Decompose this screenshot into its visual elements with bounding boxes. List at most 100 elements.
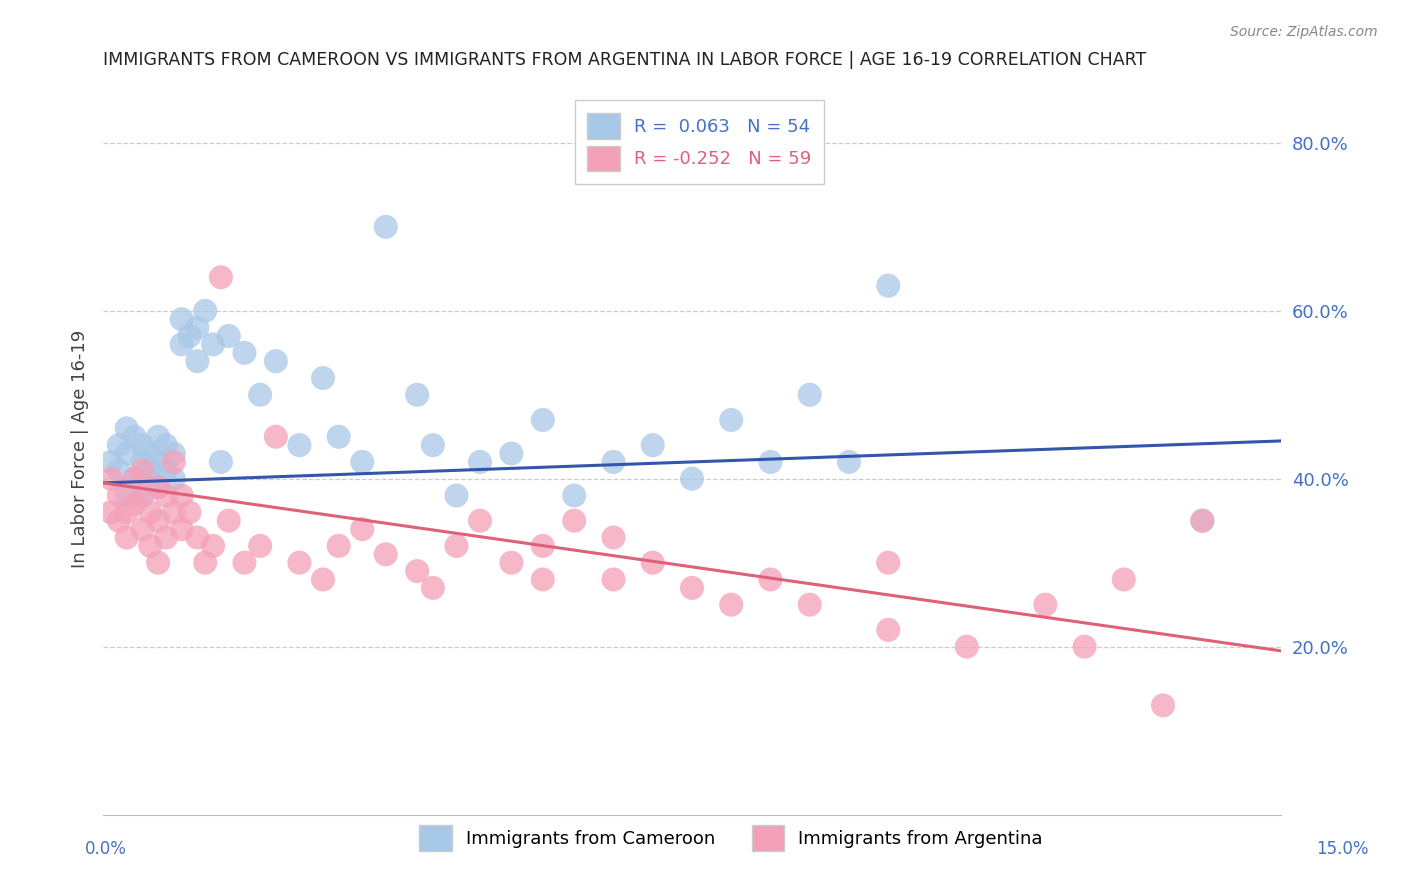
Point: [264, 430, 287, 444]
Point: [218, 329, 240, 343]
Point: [352, 522, 374, 536]
Point: [108, 514, 131, 528]
Point: [531, 573, 554, 587]
Point: [877, 278, 900, 293]
Point: [202, 539, 225, 553]
Point: [146, 430, 169, 444]
Text: IMMIGRANTS FROM CAMEROON VS IMMIGRANTS FROM ARGENTINA IN LABOR FORCE | AGE 16-19: IMMIGRANTS FROM CAMEROON VS IMMIGRANTS F…: [103, 51, 1146, 69]
Y-axis label: In Labor Force | Age 16-19: In Labor Force | Age 16-19: [72, 330, 89, 568]
Point: [877, 623, 900, 637]
Point: [288, 556, 311, 570]
Point: [155, 438, 177, 452]
Point: [124, 430, 146, 444]
Point: [131, 522, 153, 536]
Point: [139, 539, 162, 553]
Point: [146, 455, 169, 469]
Point: [1152, 698, 1174, 713]
Point: [406, 388, 429, 402]
Point: [194, 303, 217, 318]
Point: [163, 455, 186, 469]
Point: [108, 489, 131, 503]
Point: [115, 421, 138, 435]
Point: [1112, 573, 1135, 587]
Point: [681, 581, 703, 595]
Point: [264, 354, 287, 368]
Point: [170, 312, 193, 326]
Point: [422, 438, 444, 452]
Point: [233, 346, 256, 360]
Point: [179, 329, 201, 343]
Point: [139, 472, 162, 486]
Point: [799, 388, 821, 402]
Text: 15.0%: 15.0%: [1316, 840, 1369, 858]
Point: [100, 455, 122, 469]
Point: [531, 539, 554, 553]
Point: [681, 472, 703, 486]
Point: [956, 640, 979, 654]
Point: [155, 489, 177, 503]
Point: [194, 556, 217, 570]
Point: [131, 489, 153, 503]
Point: [131, 489, 153, 503]
Point: [131, 463, 153, 477]
Point: [131, 455, 153, 469]
Point: [501, 446, 523, 460]
Point: [641, 556, 664, 570]
Point: [799, 598, 821, 612]
Point: [146, 514, 169, 528]
Point: [108, 438, 131, 452]
Point: [877, 556, 900, 570]
Legend: R =  0.063   N = 54, R = -0.252   N = 59: R = 0.063 N = 54, R = -0.252 N = 59: [575, 101, 824, 184]
Point: [146, 480, 169, 494]
Point: [170, 522, 193, 536]
Point: [531, 413, 554, 427]
Point: [233, 556, 256, 570]
Point: [115, 446, 138, 460]
Point: [209, 455, 232, 469]
Point: [170, 337, 193, 351]
Point: [249, 388, 271, 402]
Point: [328, 430, 350, 444]
Point: [155, 463, 177, 477]
Point: [759, 455, 782, 469]
Legend: Immigrants from Cameroon, Immigrants from Argentina: Immigrants from Cameroon, Immigrants fro…: [405, 811, 1057, 865]
Point: [1073, 640, 1095, 654]
Point: [179, 505, 201, 519]
Point: [720, 598, 742, 612]
Point: [838, 455, 860, 469]
Point: [209, 270, 232, 285]
Point: [170, 489, 193, 503]
Point: [468, 514, 491, 528]
Point: [328, 539, 350, 553]
Point: [115, 505, 138, 519]
Point: [186, 531, 208, 545]
Point: [249, 539, 271, 553]
Point: [186, 320, 208, 334]
Point: [312, 371, 335, 385]
Point: [146, 556, 169, 570]
Point: [163, 505, 186, 519]
Point: [501, 556, 523, 570]
Point: [115, 531, 138, 545]
Point: [1191, 514, 1213, 528]
Point: [218, 514, 240, 528]
Point: [100, 472, 122, 486]
Point: [288, 438, 311, 452]
Point: [562, 514, 585, 528]
Point: [163, 446, 186, 460]
Text: 0.0%: 0.0%: [84, 840, 127, 858]
Point: [186, 354, 208, 368]
Point: [155, 531, 177, 545]
Point: [124, 472, 146, 486]
Point: [406, 564, 429, 578]
Point: [115, 489, 138, 503]
Point: [202, 337, 225, 351]
Point: [108, 463, 131, 477]
Point: [602, 531, 624, 545]
Point: [374, 219, 396, 234]
Point: [446, 539, 468, 553]
Point: [139, 505, 162, 519]
Point: [759, 573, 782, 587]
Point: [131, 438, 153, 452]
Point: [468, 455, 491, 469]
